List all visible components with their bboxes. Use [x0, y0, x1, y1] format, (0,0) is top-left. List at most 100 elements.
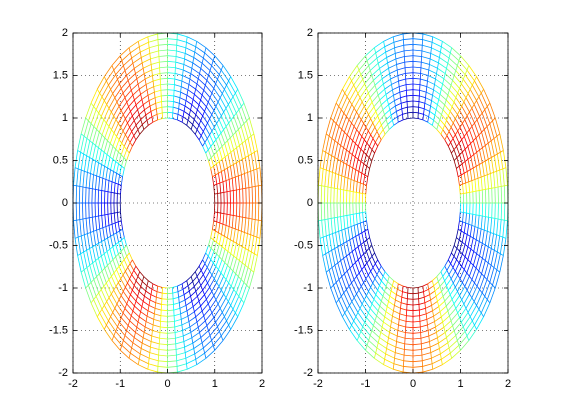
mesh-segment: [466, 289, 470, 295]
mesh-segment: [216, 119, 220, 124]
mesh-segment: [421, 61, 430, 65]
mesh-segment: [356, 276, 362, 287]
mesh-segment: [232, 296, 240, 310]
mesh-segment: [476, 316, 484, 330]
mesh-segment: [446, 115, 449, 121]
mesh-segment: [83, 153, 87, 157]
mesh-segment: [159, 332, 168, 334]
mesh-segment: [363, 253, 368, 264]
mesh-segment: [150, 64, 153, 71]
mesh-segment: [230, 316, 239, 330]
mesh-segment: [370, 118, 374, 124]
mesh-segment: [205, 149, 209, 154]
mesh-segment: [204, 320, 208, 326]
mesh-segment: [394, 347, 397, 353]
mesh-segment: [213, 239, 217, 243]
mesh-segment: [243, 287, 250, 304]
mesh-segment: [429, 58, 431, 65]
mesh-segment: [372, 131, 378, 139]
mesh-segment: [357, 149, 362, 160]
mesh-segment: [441, 114, 447, 121]
mesh-segment: [320, 185, 323, 204]
mesh-segment: [210, 142, 214, 147]
mesh-segment: [387, 306, 394, 312]
mesh-segment: [145, 111, 152, 116]
mesh-segment: [318, 219, 322, 222]
mesh-segment: [239, 260, 243, 264]
mesh-segment: [112, 83, 120, 94]
mesh-segment: [327, 218, 332, 220]
mesh-segment: [121, 340, 124, 346]
mesh-segment: [442, 357, 452, 366]
mesh-segment: [110, 181, 113, 193]
mesh-segment: [195, 359, 198, 365]
mesh-segment: [371, 142, 376, 150]
mesh-segment: [173, 95, 181, 99]
mesh-segment: [384, 353, 386, 360]
mesh-segment: [221, 159, 225, 170]
mesh-segment: [178, 103, 180, 109]
mesh-segment: [380, 104, 384, 110]
mesh-segment: [447, 145, 452, 154]
mesh-segment: [331, 138, 336, 142]
mesh-segment: [373, 80, 376, 86]
mesh-segment: [98, 292, 105, 306]
mesh-segment: [230, 292, 237, 306]
mesh-segment: [456, 168, 459, 177]
mesh-segment: [330, 102, 337, 119]
mesh-segment: [138, 36, 149, 42]
mesh-segment: [484, 126, 488, 130]
mesh-segment: [388, 296, 391, 302]
mesh-segment: [137, 83, 140, 90]
mesh-segment: [379, 62, 388, 69]
mesh-segment: [113, 290, 120, 301]
mesh-segment: [371, 252, 375, 257]
mesh-segment: [438, 276, 444, 282]
mesh-segment: [444, 301, 447, 307]
mesh-segment: [460, 193, 464, 195]
mesh-segment: [356, 272, 360, 277]
mesh-segment: [174, 319, 182, 322]
mesh-segment: [95, 244, 99, 259]
mesh-segment: [380, 332, 389, 339]
mesh-segment: [89, 248, 94, 264]
mesh-segment: [395, 352, 405, 356]
mesh-segment: [100, 137, 106, 151]
mesh-segment: [439, 280, 445, 287]
mesh-segment: [338, 279, 345, 294]
mesh-segment: [89, 246, 93, 249]
mesh-segment: [143, 276, 149, 281]
mesh-segment: [206, 134, 210, 139]
mesh-segment: [186, 363, 188, 370]
mesh-segment: [222, 213, 225, 225]
mesh-segment: [376, 90, 379, 96]
mesh-segment: [136, 73, 145, 80]
mesh-segment: [191, 301, 194, 307]
mesh-segment: [108, 223, 113, 226]
mesh-segment: [95, 260, 100, 274]
mesh-segment: [77, 237, 82, 254]
mesh-segment: [327, 186, 332, 188]
mesh-segment: [139, 129, 145, 135]
mesh-segment: [104, 214, 107, 227]
mesh-segment: [155, 302, 162, 305]
mesh-segment: [382, 83, 386, 90]
mesh-segment: [471, 180, 474, 192]
mesh-segment: [204, 138, 208, 143]
mesh-segment: [213, 123, 217, 128]
mesh-segment: [118, 262, 122, 267]
mesh-segment: [118, 105, 122, 111]
mesh-segment: [382, 276, 388, 282]
y-tick-label: 1.5: [298, 69, 313, 81]
mesh-segment: [455, 278, 461, 288]
mesh-segment: [395, 111, 398, 117]
mesh-segment: [439, 52, 441, 58]
mesh-segment: [380, 134, 386, 141]
mesh-segment: [233, 241, 237, 244]
mesh-segment: [145, 80, 154, 85]
mesh-segment: [138, 89, 141, 95]
mesh-segment: [114, 88, 122, 98]
mesh-segment: [450, 84, 458, 94]
mesh-segment: [444, 135, 448, 141]
mesh-segment: [327, 171, 330, 188]
